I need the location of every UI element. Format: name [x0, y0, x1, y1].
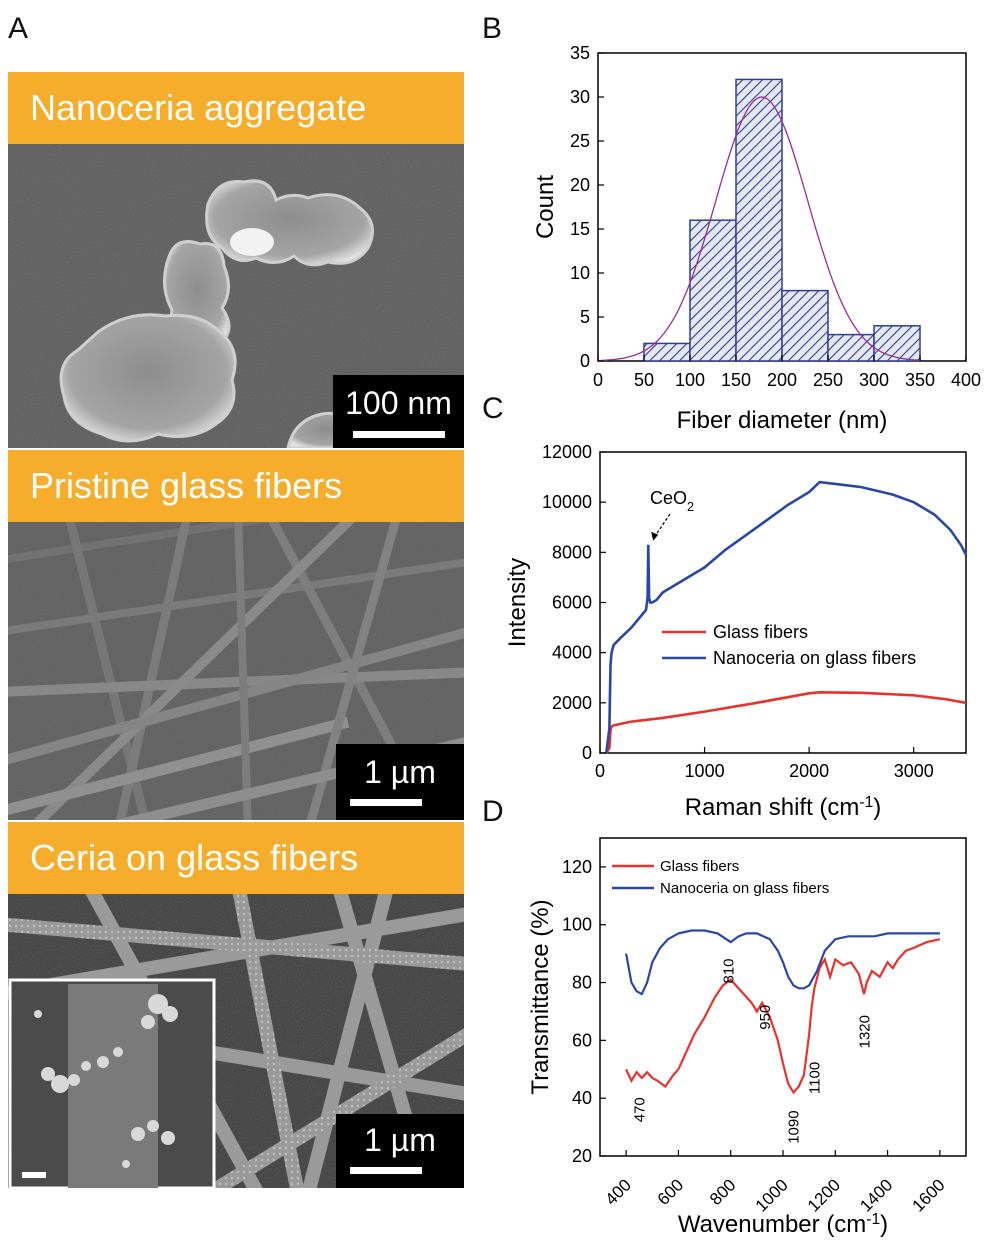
- x-tick-label: 350: [905, 370, 935, 390]
- x-axis-label: Wavenumber (cm-1): [678, 1211, 888, 1239]
- x-axis-label: Fiber diameter (nm): [677, 407, 888, 434]
- x-tick-label: 400: [601, 1175, 634, 1208]
- scale-bar-line: [353, 431, 445, 438]
- y-tick-label: 35: [570, 43, 590, 63]
- x-tick-label: 1000: [752, 1175, 792, 1215]
- scale-bar-line: [350, 1167, 422, 1174]
- legend-label: Nanoceria on glass fibers: [660, 880, 829, 897]
- y-tick-label: 15: [570, 219, 590, 239]
- scale-bar-100nm: 100 nm: [333, 375, 464, 448]
- y-tick-label: 0: [580, 351, 590, 371]
- series-nanoceria-line: [605, 480, 968, 754]
- peak-label: 1320: [856, 1015, 873, 1048]
- y-tick-label: 100: [562, 915, 592, 935]
- y-tick-label: 10000: [542, 492, 592, 512]
- y-tick-label: 10: [570, 263, 590, 283]
- series-nanoceria-line: [625, 929, 940, 996]
- panel-letter-c: C: [482, 392, 504, 425]
- annotation-arrowhead: [651, 531, 659, 541]
- plot-frame: [599, 837, 967, 1157]
- x-tick-label: 1200: [804, 1175, 844, 1215]
- x-tick-label: 600: [654, 1175, 687, 1208]
- histogram-bar: [873, 325, 921, 362]
- y-tick-label: 8000: [552, 542, 592, 562]
- sem-panel-ceria: Ceria on glass fibers: [8, 822, 464, 1188]
- histogram-bar: [781, 289, 829, 362]
- series-glass-fibers-line: [605, 690, 967, 754]
- y-tick-label: 5: [580, 307, 590, 327]
- plot-frame: [597, 52, 967, 362]
- y-tick-label: 20: [570, 175, 590, 195]
- scale-label: 100 nm: [345, 385, 452, 421]
- sem-panel-nanoceria: Nanoceria aggregate 100 nm: [8, 72, 464, 448]
- x-tick-label: 0: [595, 761, 605, 781]
- x-tick-label: 1400: [856, 1175, 896, 1215]
- y-tick-label: 20: [572, 1146, 592, 1166]
- x-tick-label: 150: [721, 370, 751, 390]
- y-axis-label: Intensity: [504, 558, 531, 647]
- annotation-arrow: [652, 513, 671, 540]
- peak-label: 470: [631, 1097, 648, 1122]
- y-tick-label: 40: [572, 1088, 592, 1108]
- x-tick-label: 100: [675, 370, 705, 390]
- series-glass-fibers-line: [625, 938, 941, 1095]
- y-tick-label: 0: [582, 743, 592, 763]
- y-axis-label: Count: [532, 175, 559, 239]
- x-tick-label: 3000: [894, 761, 934, 781]
- histogram-bar: [827, 333, 875, 362]
- sem-title: Pristine glass fibers: [8, 450, 464, 522]
- sem-title: Ceria on glass fibers: [8, 822, 464, 894]
- x-tick-label: 1000: [685, 761, 725, 781]
- panel-letter-b: B: [482, 12, 503, 45]
- x-tick-label: 1600: [909, 1175, 949, 1215]
- x-tick-label: 0: [593, 370, 603, 390]
- x-tick-label: 300: [859, 370, 889, 390]
- annotation-ceo2: CeO2: [650, 488, 694, 514]
- peak-label: 950: [757, 1005, 774, 1030]
- histogram-bar: [735, 78, 783, 362]
- peak-label: 1100: [807, 1062, 824, 1094]
- sem-panel-pristine: Pristine glass fibers 1 µm: [8, 450, 464, 820]
- scale-label: 1 µm: [364, 754, 436, 790]
- x-tick-label: 2000: [789, 761, 829, 781]
- panel-letter-a: A: [8, 12, 29, 45]
- x-tick-label: 50: [634, 370, 654, 390]
- y-tick-label: 4000: [552, 643, 592, 663]
- gaussian-fit-line: [597, 96, 919, 362]
- x-tick-label: 200: [767, 370, 797, 390]
- x-tick-label: 400: [951, 370, 981, 390]
- sem-title: Nanoceria aggregate: [8, 72, 464, 144]
- plot-frame: [599, 451, 967, 754]
- scale-bar-1um: 1 µm: [336, 744, 464, 820]
- legend-label: Glass fibers: [660, 858, 739, 875]
- histogram-bar: [643, 342, 691, 362]
- y-tick-label: 30: [570, 87, 590, 107]
- y-tick-label: 25: [570, 131, 590, 151]
- y-axis-label: Transmittance (%): [527, 899, 554, 1094]
- sem-image-nanoceria: [8, 144, 464, 448]
- x-axis-label: Raman shift (cm-1): [685, 794, 882, 822]
- y-tick-label: 6000: [552, 593, 592, 613]
- peak-label: 810: [720, 958, 737, 983]
- x-tick-label: 800: [706, 1175, 739, 1208]
- y-tick-label: 60: [572, 1030, 592, 1050]
- y-tick-label: 80: [572, 973, 592, 993]
- legend-label: Glass fibers: [713, 622, 808, 642]
- y-tick-label: 2000: [552, 693, 592, 713]
- y-tick-label: 12000: [542, 442, 592, 462]
- scale-label: 1 µm: [364, 1122, 436, 1158]
- legend-label: Nanoceria on glass fibers: [713, 648, 916, 668]
- y-tick-label: 120: [562, 857, 592, 877]
- scale-bar-line: [350, 799, 422, 806]
- histogram-bar: [689, 219, 737, 362]
- x-tick-label: 250: [813, 370, 843, 390]
- panel-letter-d: D: [482, 795, 504, 828]
- scale-bar-1um: 1 µm: [336, 1114, 464, 1188]
- peak-label: 1090: [786, 1110, 803, 1143]
